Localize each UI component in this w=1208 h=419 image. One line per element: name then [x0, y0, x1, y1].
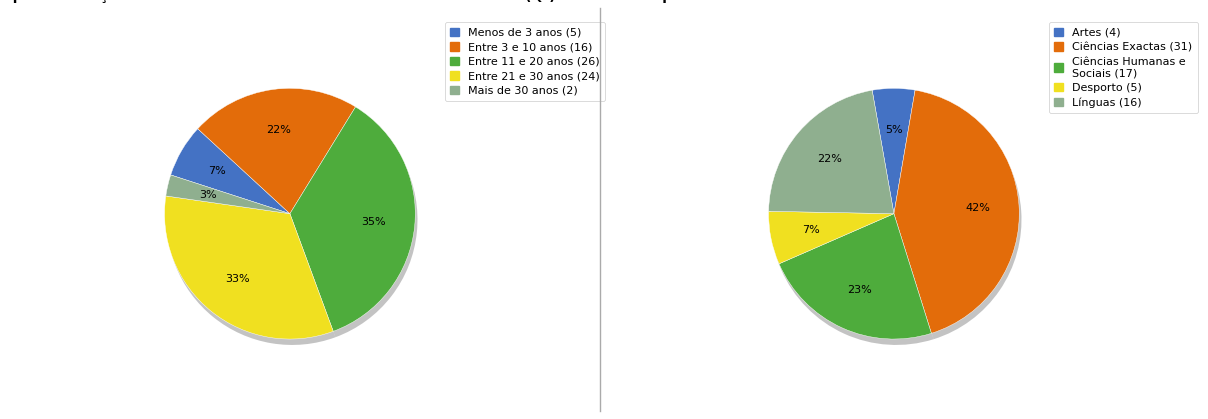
- Wedge shape: [768, 211, 894, 264]
- Wedge shape: [198, 88, 355, 214]
- Text: 3%: 3%: [199, 190, 217, 200]
- Legend: Menos de 3 anos (5), Entre 3 e 10 anos (16), Entre 11 e 20 anos (26), Entre 21 e: Menos de 3 anos (5), Entre 3 e 10 anos (…: [445, 22, 605, 101]
- Wedge shape: [771, 217, 896, 270]
- Text: (Q₂)  7. Tempo de serviço na EBSAAS: (Q₂) 7. Tempo de serviço na EBSAAS: [0, 0, 209, 3]
- Legend: Artes (4), Ciências Exactas (31), Ciências Humanas e
Sociais (17), Desporto (5),: Artes (4), Ciências Exactas (31), Ciênci…: [1049, 22, 1198, 113]
- Text: 35%: 35%: [361, 217, 385, 227]
- Wedge shape: [167, 202, 336, 345]
- Wedge shape: [896, 96, 1022, 339]
- Text: 42%: 42%: [965, 203, 991, 213]
- Wedge shape: [768, 90, 894, 214]
- Text: (Q₂)  9. Área disciplinar lecionada: (Q₂) 9. Área disciplinar lecionada: [525, 0, 788, 3]
- Wedge shape: [164, 196, 333, 339]
- Wedge shape: [292, 113, 418, 337]
- Text: 22%: 22%: [266, 125, 291, 135]
- Wedge shape: [168, 181, 292, 220]
- Wedge shape: [782, 220, 934, 345]
- Wedge shape: [894, 90, 1020, 334]
- Wedge shape: [771, 96, 896, 220]
- Wedge shape: [290, 107, 416, 331]
- Wedge shape: [875, 94, 917, 220]
- Text: 5%: 5%: [885, 124, 902, 134]
- Text: 22%: 22%: [818, 154, 842, 164]
- Text: 33%: 33%: [225, 274, 249, 284]
- Wedge shape: [165, 175, 290, 214]
- Wedge shape: [170, 129, 290, 214]
- Text: 23%: 23%: [847, 285, 871, 295]
- Text: 7%: 7%: [209, 166, 226, 176]
- Wedge shape: [173, 134, 292, 220]
- Wedge shape: [872, 88, 916, 214]
- Text: 7%: 7%: [802, 225, 820, 235]
- Wedge shape: [201, 94, 358, 220]
- Wedge shape: [779, 214, 931, 339]
